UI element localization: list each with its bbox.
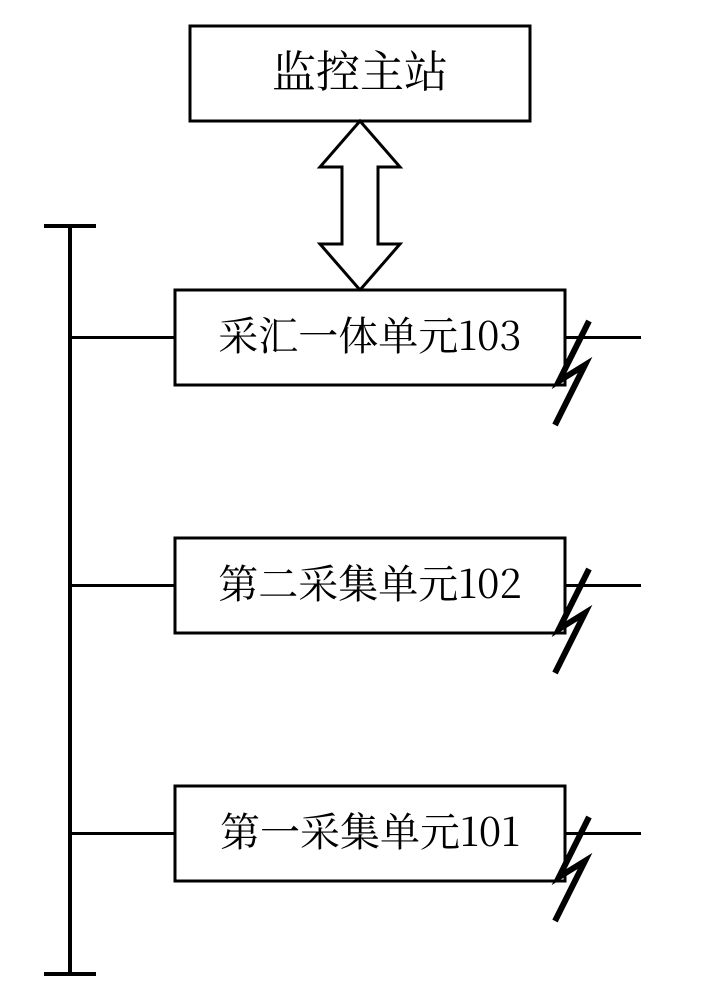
- bidirectional-arrow: [320, 121, 400, 290]
- monitor-master-label: 监控主站: [272, 36, 448, 100]
- monitor-master-box: 监控主站: [190, 26, 530, 121]
- unit-box-1: 第二采集单元102: [70, 538, 641, 673]
- unit-label-2: 第一采集单元101: [220, 801, 520, 858]
- unit-box-0: 采汇一体单元103: [70, 290, 641, 425]
- unit-label-0: 采汇一体单元103: [218, 305, 521, 362]
- unit-label-1: 第二采集单元102: [218, 553, 521, 610]
- unit-box-2: 第一采集单元101: [70, 786, 641, 921]
